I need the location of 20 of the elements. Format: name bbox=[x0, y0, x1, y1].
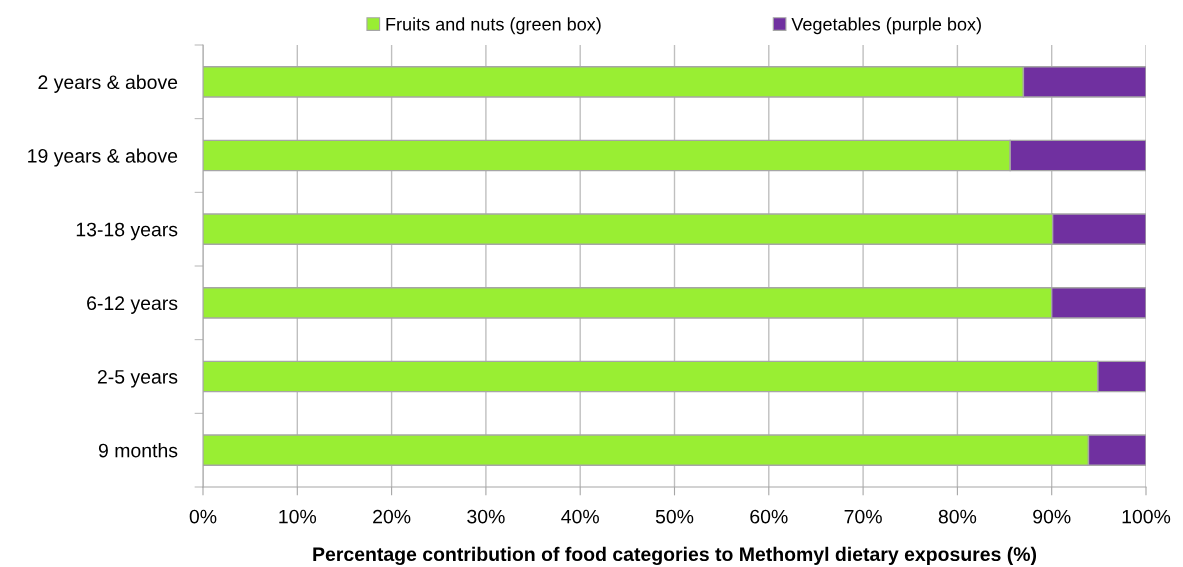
y-tick-label: 6-12 years bbox=[87, 296, 178, 314]
x-tick-label: 90% bbox=[1033, 509, 1071, 524]
y-tick-label: 9 months bbox=[98, 443, 178, 458]
y-tick-label: 2-5 years bbox=[97, 369, 178, 388]
x-tick-label: 100% bbox=[1122, 509, 1171, 524]
x-tick-label: 40% bbox=[561, 509, 599, 524]
x-tick-label: 30% bbox=[467, 509, 505, 524]
x-tick-label: 0% bbox=[189, 509, 217, 524]
x-tick-label: 70% bbox=[844, 509, 882, 524]
y-tick-label: 19 years & above bbox=[28, 148, 178, 167]
x-tick-label: 60% bbox=[750, 509, 788, 524]
x-tick-label: 50% bbox=[655, 509, 694, 524]
x-axis-title: Percentage contribution of food categories to Methomyl dietary exposures (%) bbox=[313, 546, 1037, 565]
legend-label: Vegetables (purple box) bbox=[791, 17, 981, 35]
x-tick-label: 20% bbox=[373, 509, 411, 524]
y-tick-label: 13-18 years bbox=[76, 222, 178, 241]
x-tick-label: 80% bbox=[938, 509, 977, 524]
x-tick-label: 10% bbox=[279, 509, 317, 524]
legend-label: Fruits and nuts (green box) bbox=[386, 17, 601, 35]
y-tick-label: 2 years & above bbox=[38, 74, 178, 93]
